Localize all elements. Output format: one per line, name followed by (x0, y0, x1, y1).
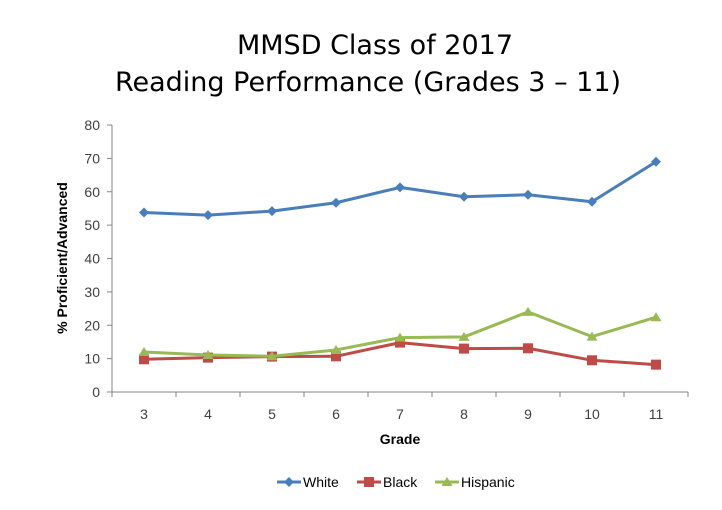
y-tick-label: 30 (84, 284, 100, 300)
x-tick-label: 6 (332, 406, 340, 422)
x-axis-ticks: 3 4 5 6 7 8 9 10 11 (111, 392, 689, 422)
x-tick-label: 9 (524, 406, 532, 422)
x-axis-label: Grade (380, 431, 421, 447)
legend-label-hispanic: Hispanic (461, 474, 515, 490)
data-point-black (651, 359, 661, 370)
data-point-black (587, 355, 597, 366)
chart-title: MMSD Class of 2017 (237, 30, 513, 61)
chart-subtitle: Reading Performance (Grades 3 – 11) (115, 67, 621, 98)
data-point-white (139, 207, 149, 218)
legend-marker-hispanic (441, 477, 453, 486)
series-layer (138, 156, 662, 370)
y-tick-label: 0 (92, 384, 100, 400)
legend-item-black: Black (357, 474, 418, 490)
data-point-black (139, 354, 149, 365)
data-point-hispanic (586, 331, 598, 341)
data-point-white (587, 196, 597, 207)
series-hispanic (138, 306, 662, 361)
x-tick-label: 8 (460, 406, 468, 422)
x-tick-label: 11 (649, 406, 664, 422)
x-tick-label: 4 (204, 406, 212, 422)
axes (111, 125, 688, 393)
y-tick-label: 50 (84, 217, 100, 233)
x-tick-label: 5 (268, 406, 276, 422)
y-axis-ticks: 0 10 20 30 40 50 60 70 80 (84, 117, 112, 400)
data-point-white (459, 191, 469, 202)
data-point-hispanic (522, 306, 534, 316)
y-tick-label: 70 (84, 150, 100, 166)
data-point-black (395, 337, 405, 348)
y-tick-label: 60 (84, 184, 100, 200)
data-point-white (651, 156, 661, 167)
data-point-hispanic (650, 312, 662, 322)
legend-marker-white (284, 477, 294, 487)
y-tick-label: 80 (84, 117, 100, 133)
x-tick-label: 3 (140, 406, 148, 422)
x-tick-label: 7 (396, 406, 404, 422)
series-black (139, 337, 661, 370)
legend-item-hispanic: Hispanic (435, 474, 515, 490)
y-tick-label: 20 (84, 317, 100, 333)
data-point-hispanic (138, 346, 150, 356)
y-tick-label: 40 (84, 251, 100, 267)
y-tick-label: 10 (84, 351, 100, 367)
data-point-hispanic (266, 351, 278, 361)
legend: White Black Hispanic (277, 474, 515, 490)
series-white (139, 156, 661, 221)
data-point-hispanic (458, 331, 470, 341)
legend-item-white: White (277, 474, 339, 490)
data-point-black (459, 343, 469, 354)
x-tick-label: 10 (584, 406, 600, 422)
legend-label-white: White (303, 474, 339, 490)
data-point-black (331, 351, 341, 362)
y-axis-label: % Proficient/Advanced (54, 182, 70, 334)
data-point-black (523, 343, 533, 354)
data-point-white (331, 197, 341, 208)
data-point-hispanic (202, 349, 214, 359)
data-point-hispanic (394, 332, 406, 342)
legend-label-black: Black (383, 474, 418, 490)
data-point-white (267, 206, 277, 217)
data-point-white (523, 189, 533, 200)
data-point-white (203, 210, 213, 221)
data-point-white (395, 182, 405, 193)
legend-marker-black (364, 477, 374, 487)
data-point-hispanic (330, 344, 342, 354)
